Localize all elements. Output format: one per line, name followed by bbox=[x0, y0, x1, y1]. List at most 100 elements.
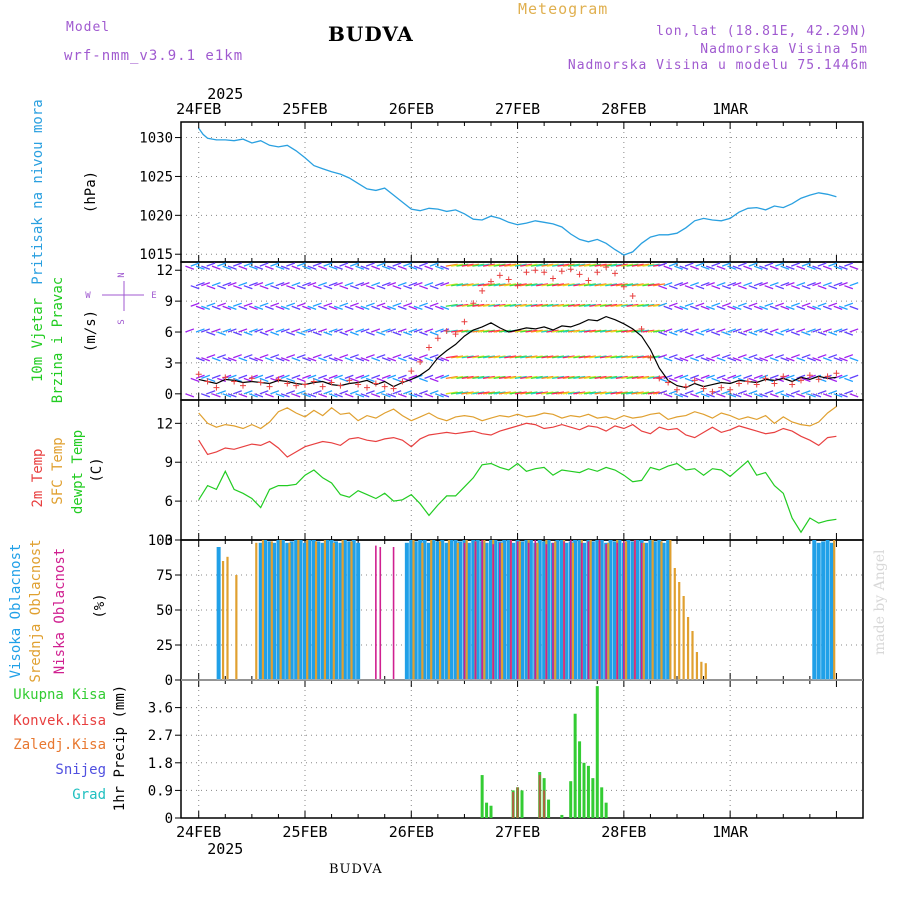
wind-barb bbox=[844, 302, 854, 307]
wind-barb bbox=[493, 329, 506, 333]
wind-barb bbox=[498, 375, 511, 380]
wind-barb bbox=[312, 377, 322, 383]
wind-barb bbox=[376, 262, 386, 267]
wind-barb bbox=[732, 357, 742, 362]
wind-barb bbox=[254, 281, 264, 287]
cloud-bar bbox=[571, 542, 575, 680]
wind-barb bbox=[408, 357, 418, 362]
top-day-label: 1MAR bbox=[712, 100, 749, 118]
wind-barb bbox=[520, 283, 533, 287]
wind-barb bbox=[833, 281, 843, 287]
cloud-bar bbox=[528, 540, 533, 680]
wind-barb bbox=[312, 262, 322, 267]
wind-barb bbox=[445, 303, 458, 307]
wind-barb bbox=[764, 285, 774, 290]
wind-barb bbox=[631, 303, 644, 307]
cloud-bar bbox=[673, 568, 676, 680]
cloud-bar bbox=[489, 540, 493, 680]
wind-barb bbox=[344, 265, 354, 270]
wind-barb bbox=[663, 281, 673, 287]
wind-barb bbox=[684, 390, 694, 395]
wind-barb bbox=[642, 355, 655, 359]
wind-barb bbox=[349, 377, 359, 383]
wind-barb bbox=[674, 374, 684, 379]
cloud-bar bbox=[298, 540, 303, 680]
wind-barb bbox=[376, 302, 386, 307]
wind-barb bbox=[280, 281, 290, 287]
wind-barb bbox=[185, 375, 193, 378]
cloud-bar bbox=[279, 540, 282, 680]
wind-barb bbox=[732, 305, 742, 310]
gust-marker bbox=[718, 384, 725, 391]
wind-barb bbox=[838, 305, 848, 310]
wind-barb bbox=[403, 285, 412, 290]
wind-barb bbox=[525, 375, 538, 380]
wind-barb bbox=[822, 328, 832, 333]
cloud-bar bbox=[481, 540, 483, 680]
y-tick-label: 1030 bbox=[139, 131, 173, 147]
wind-barb bbox=[355, 374, 365, 379]
wind-barb bbox=[711, 285, 721, 290]
top-day-label: 27FEB bbox=[495, 100, 540, 118]
cloud-bar bbox=[465, 540, 468, 680]
gust-marker bbox=[488, 278, 494, 285]
wind-barb bbox=[812, 393, 822, 398]
wind-barb bbox=[769, 265, 779, 270]
gust-marker bbox=[461, 318, 468, 325]
dewpoint-line bbox=[198, 459, 837, 534]
wind-barb bbox=[748, 331, 758, 336]
wind-barb bbox=[743, 357, 753, 362]
wind-barb bbox=[440, 281, 450, 287]
wind-barb bbox=[318, 374, 327, 379]
wind-barb bbox=[711, 377, 721, 383]
wind-barb bbox=[408, 374, 418, 379]
wind-barb bbox=[546, 391, 559, 395]
wind-barb bbox=[461, 303, 474, 307]
wind-barb bbox=[392, 390, 402, 395]
wind-barb bbox=[339, 331, 349, 336]
wind-barb bbox=[530, 283, 543, 287]
wind-barb bbox=[562, 303, 575, 307]
cloud-bar bbox=[267, 541, 272, 680]
wind-barb bbox=[567, 375, 581, 380]
wind-barb bbox=[381, 281, 391, 287]
wind-barb bbox=[451, 329, 464, 333]
wind-barb bbox=[759, 393, 769, 398]
wind-barb bbox=[392, 302, 402, 307]
wind-barb bbox=[233, 377, 242, 383]
cloud-bar bbox=[347, 541, 352, 680]
wind-barb bbox=[594, 375, 607, 380]
wind-barb bbox=[376, 331, 386, 336]
wind-barb bbox=[381, 357, 391, 362]
wind-barb bbox=[743, 393, 753, 398]
wind-barb bbox=[780, 305, 790, 310]
wind-barb bbox=[775, 354, 784, 359]
wind-barb bbox=[615, 329, 628, 333]
wind-barb bbox=[748, 390, 758, 395]
wind-barb bbox=[477, 355, 490, 359]
wind-barb bbox=[302, 328, 312, 333]
wind-barb bbox=[690, 305, 699, 310]
cloud-bar bbox=[635, 540, 640, 680]
wind-barb bbox=[658, 354, 668, 359]
cloud-bar bbox=[520, 541, 524, 680]
wind-barb bbox=[668, 285, 678, 290]
wind-barb bbox=[211, 374, 221, 379]
cloud-bar bbox=[413, 541, 418, 680]
wind-barb bbox=[498, 391, 511, 395]
cloud-axis-high: Visoka Oblacnost bbox=[8, 544, 24, 679]
wind-barb bbox=[748, 285, 758, 290]
wind-barb bbox=[307, 374, 317, 379]
wind-barb bbox=[764, 262, 774, 267]
cloud-bar bbox=[605, 544, 607, 680]
wind-barb bbox=[615, 263, 628, 267]
cloud-high-bars bbox=[216, 540, 834, 680]
wind-barb bbox=[318, 265, 327, 270]
pressure-line bbox=[198, 127, 837, 256]
wind-barb bbox=[318, 393, 327, 398]
wind-barb bbox=[392, 354, 402, 359]
wind-barb bbox=[536, 391, 549, 395]
cloud-bar bbox=[261, 540, 265, 680]
wind-barb bbox=[801, 354, 811, 359]
wind-barb bbox=[828, 331, 838, 336]
